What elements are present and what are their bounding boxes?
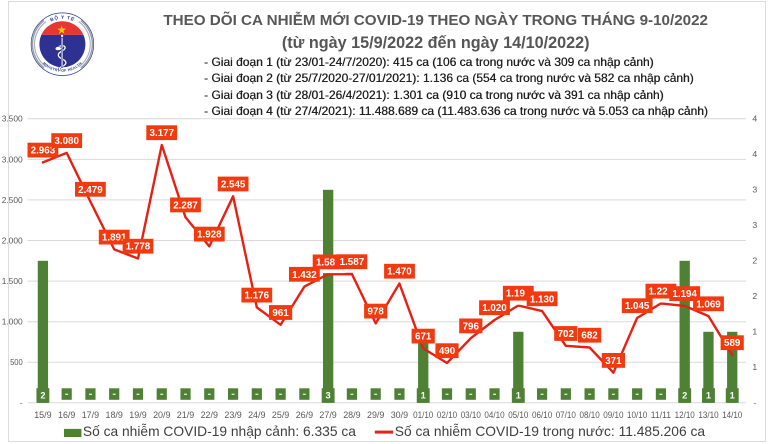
svg-text:07/10: 07/10 [556, 410, 576, 420]
svg-text:2.545: 2.545 [221, 180, 246, 191]
svg-text:17/9: 17/9 [82, 410, 99, 420]
svg-text:11/11: 11/11 [651, 410, 671, 420]
svg-text:18/9: 18/9 [106, 410, 123, 420]
svg-text:2: 2 [40, 390, 45, 400]
svg-text:961: 961 [272, 308, 289, 319]
svg-text:03/10: 03/10 [461, 410, 481, 420]
svg-text:1: 1 [516, 390, 521, 400]
svg-text:23/9: 23/9 [224, 410, 241, 420]
svg-text:-: - [753, 398, 756, 408]
svg-text:3.500: 3.500 [2, 114, 23, 124]
svg-text:3: 3 [326, 390, 331, 400]
svg-text:671: 671 [415, 332, 432, 343]
svg-text:3.000: 3.000 [2, 154, 23, 164]
svg-text:2.287: 2.287 [173, 200, 198, 211]
svg-text:490: 490 [439, 346, 456, 357]
svg-text:1.176: 1.176 [245, 291, 270, 302]
svg-text:16/9: 16/9 [58, 410, 75, 420]
svg-text:796: 796 [463, 321, 480, 332]
svg-text:06/10: 06/10 [532, 410, 552, 420]
svg-text:1.020: 1.020 [482, 303, 507, 314]
svg-text:24/9: 24/9 [248, 410, 265, 420]
svg-text:3.080: 3.080 [54, 136, 79, 147]
svg-text:13/10: 13/10 [698, 410, 718, 420]
svg-text:978: 978 [368, 307, 385, 318]
svg-text:2.963: 2.963 [31, 146, 56, 157]
svg-text:3: 3 [752, 220, 757, 230]
svg-text:28/9: 28/9 [343, 410, 360, 420]
svg-text:01/10: 01/10 [413, 410, 433, 420]
svg-text:1: 1 [752, 327, 757, 337]
svg-text:1: 1 [421, 390, 426, 400]
svg-text:2.000: 2.000 [2, 235, 23, 245]
svg-text:1.587: 1.587 [340, 257, 365, 268]
svg-text:1.194: 1.194 [672, 289, 697, 300]
svg-text:05/10: 05/10 [508, 410, 528, 420]
svg-text:26/9: 26/9 [296, 410, 313, 420]
svg-text:19/9: 19/9 [129, 410, 146, 420]
svg-text:1.928: 1.928 [197, 230, 222, 241]
svg-text:1.130: 1.130 [530, 294, 555, 305]
svg-text:1: 1 [706, 390, 711, 400]
svg-text:2.479: 2.479 [78, 185, 103, 196]
svg-text:1: 1 [730, 390, 735, 400]
svg-text:1.891: 1.891 [102, 233, 127, 244]
svg-text:30/9: 30/9 [391, 410, 408, 420]
svg-text:682: 682 [581, 331, 598, 342]
svg-text:14/10: 14/10 [722, 410, 742, 420]
svg-text:2: 2 [682, 390, 687, 400]
svg-text:27/9: 27/9 [319, 410, 336, 420]
svg-text:-: - [20, 398, 23, 408]
svg-text:500: 500 [10, 357, 23, 367]
svg-text:2: 2 [752, 256, 757, 266]
svg-text:10/10: 10/10 [627, 410, 647, 420]
svg-text:1: 1 [752, 362, 757, 372]
svg-text:4: 4 [752, 114, 757, 124]
svg-text:1.778: 1.778 [126, 242, 151, 253]
svg-text:371: 371 [605, 356, 622, 367]
svg-text:702: 702 [558, 329, 575, 340]
svg-text:589: 589 [724, 338, 741, 349]
svg-text:3.177: 3.177 [150, 128, 175, 139]
svg-text:1.22: 1.22 [648, 287, 668, 298]
svg-text:25/9: 25/9 [272, 410, 289, 420]
svg-text:1.19: 1.19 [506, 289, 526, 300]
svg-text:08/10: 08/10 [580, 410, 600, 420]
svg-text:09/10: 09/10 [603, 410, 623, 420]
svg-text:1.500: 1.500 [2, 276, 23, 286]
svg-text:29/9: 29/9 [367, 410, 384, 420]
svg-text:20/9: 20/9 [153, 410, 170, 420]
svg-text:1.58: 1.58 [316, 257, 336, 268]
svg-text:3: 3 [752, 185, 757, 195]
svg-text:1.470: 1.470 [387, 267, 412, 278]
svg-text:21/9: 21/9 [177, 410, 194, 420]
svg-text:2: 2 [752, 291, 757, 301]
svg-text:22/9: 22/9 [201, 410, 218, 420]
svg-text:4: 4 [752, 149, 757, 159]
svg-text:BỘ Y TẾ: BỘ Y TẾ [50, 13, 77, 22]
svg-text:1.045: 1.045 [625, 301, 650, 312]
svg-text:2.500: 2.500 [2, 195, 23, 205]
svg-text:1.432: 1.432 [292, 270, 317, 281]
svg-text:02/10: 02/10 [437, 410, 457, 420]
svg-text:12/10: 12/10 [675, 410, 695, 420]
svg-text:1.000: 1.000 [2, 317, 23, 327]
svg-text:04/10: 04/10 [484, 410, 504, 420]
svg-text:15/9: 15/9 [34, 410, 51, 420]
svg-text:1.069: 1.069 [696, 299, 721, 310]
